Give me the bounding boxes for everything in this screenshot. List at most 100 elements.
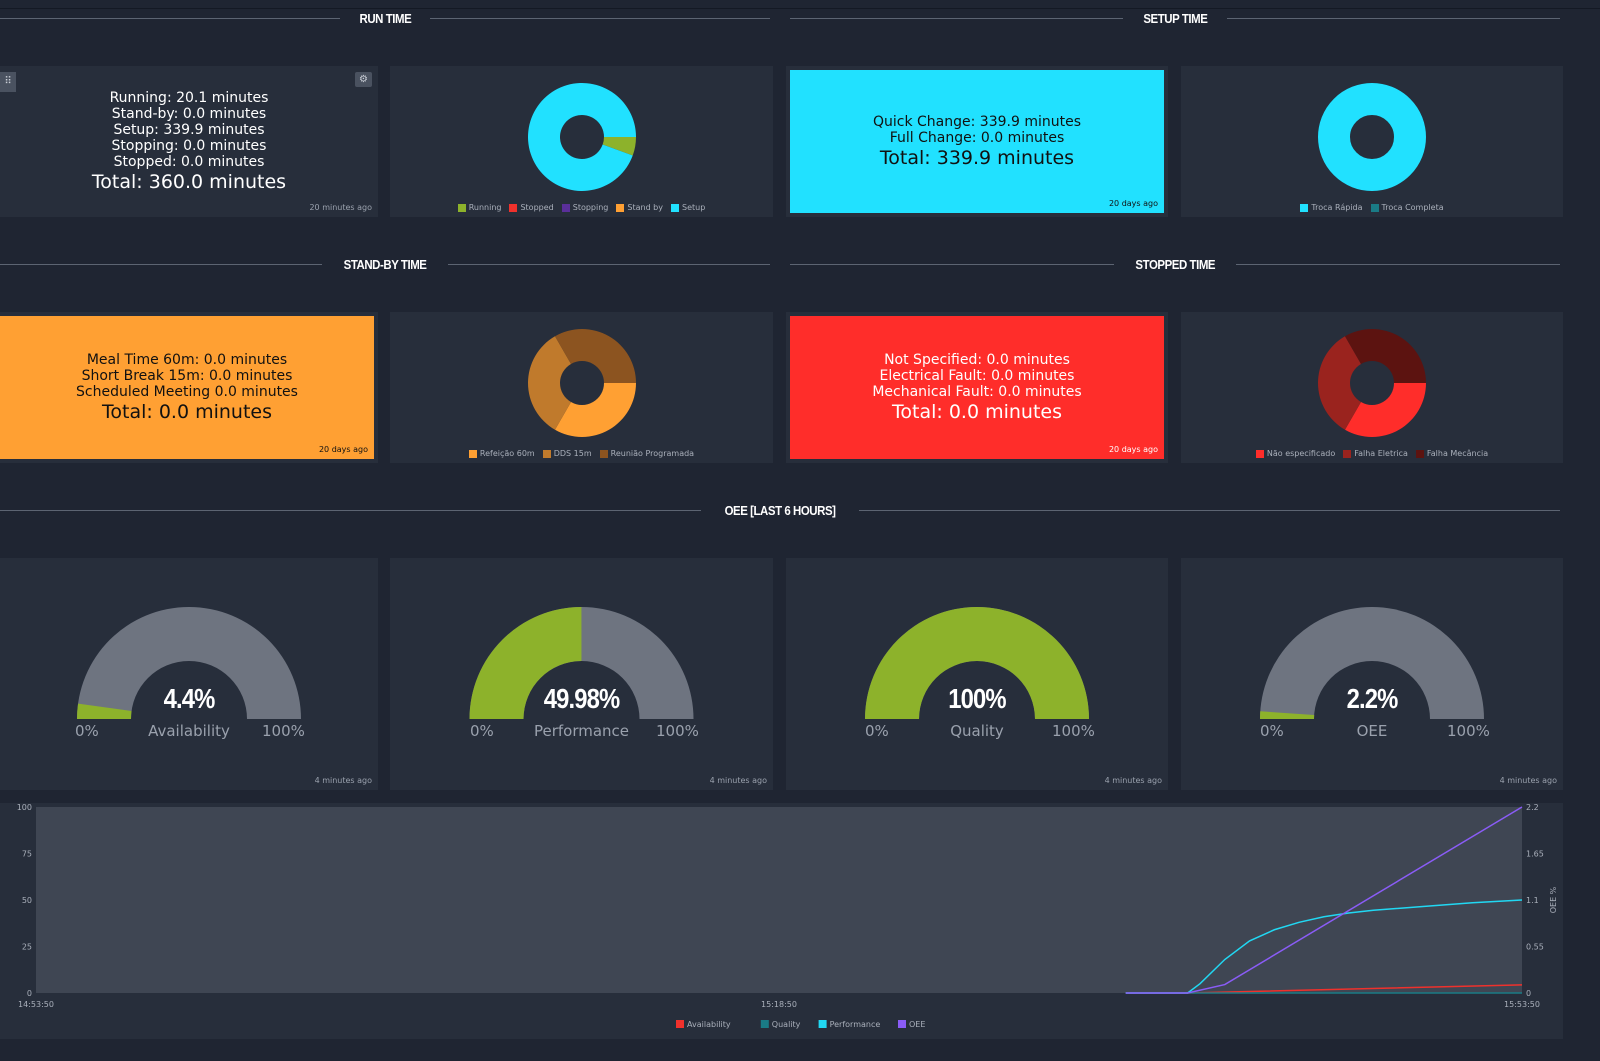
legend-item[interactable]: DDS 15m [542, 449, 592, 458]
stat-line: Full Change: 0.0 minutes [889, 129, 1065, 146]
legend-label: Stopped [520, 203, 554, 212]
section-line [1236, 263, 1560, 265]
gauge-fill [469, 607, 582, 719]
legend-item[interactable]: Setup [671, 203, 705, 212]
timestamp: 4 minutes ago [1499, 776, 1557, 785]
stat-line: Stopping: 0.0 minutes [111, 137, 267, 154]
stopped-donut-chart [1318, 329, 1426, 437]
legend-item[interactable]: Stand by [616, 203, 663, 212]
legend-label: Falha Eletrica [1354, 449, 1408, 458]
legend-item[interactable]: OEE [898, 1020, 925, 1029]
y-tick-left: 0 [27, 989, 32, 998]
legend-item[interactable]: Stopped [509, 203, 554, 212]
donut-slice-setup[interactable] [527, 83, 636, 191]
legend-label: Não especificado [1266, 449, 1336, 458]
run-stats-widget[interactable]: ⠿ ⚙ Running: 20.1 minutes Stand-by: 0.0 … [0, 66, 378, 217]
legend-item[interactable]: Reunião Programada [599, 449, 695, 458]
legend-item[interactable]: Quality [760, 1020, 801, 1029]
gauge-min: 0% [865, 722, 889, 740]
legend-item[interactable]: Performance [818, 1020, 881, 1029]
x-tick: 15:53:50 [1504, 1000, 1540, 1009]
section-title: RUN TIME [359, 10, 411, 26]
legend-swatch [599, 449, 608, 458]
gauge-value: 49.98% [543, 683, 620, 714]
y-tick-right: 1.65 [1526, 850, 1544, 859]
gauge-value: 2.2% [1346, 683, 1399, 714]
stat-line: Mechanical Fault: 0.0 minutes [872, 383, 1082, 400]
section-line [0, 17, 340, 19]
legend-item[interactable]: Falha Eletrica [1343, 449, 1408, 458]
oee-gauge-widget: 2.2% OEE 0% 100% 4 minutes ago [1181, 558, 1563, 790]
stopped-stats-widget[interactable]: Not Specified: 0.0 minutes Electrical Fa… [786, 312, 1168, 463]
gauge-arc [469, 607, 694, 719]
legend-label: Running [468, 203, 502, 212]
stat-line: Stand-by: 0.0 minutes [111, 105, 267, 122]
y-tick-left: 75 [22, 850, 32, 859]
standby-donut-widget: Refeição 60m DDS 15m Reunião Programada [390, 312, 773, 463]
donut-slice-n-o-especificado[interactable] [1345, 383, 1426, 437]
legend-item[interactable]: Refeição 60m [468, 449, 535, 458]
legend-item[interactable]: Não especificado [1255, 449, 1336, 458]
setup-stats-widget[interactable]: Quick Change: 339.9 minutes Full Change:… [786, 66, 1168, 217]
performance-gauge-widget: 49.98% Performance 0% 100% 4 minutes ago [390, 558, 773, 790]
legend-item[interactable]: Running [457, 203, 502, 212]
donut-slice-dds-15m[interactable] [527, 336, 571, 430]
legend-label: DDS 15m [553, 449, 592, 458]
availability-gauge-widget: 4.4% Availability 0% 100% 4 minutes ago [0, 558, 378, 790]
gauge-fill [865, 607, 1089, 719]
gauge-min: 0% [1260, 722, 1284, 740]
legend-swatch [676, 1020, 684, 1028]
chart-legend: Não especificado Falha Eletrica Falha Mecâ… [1181, 449, 1563, 458]
legend-item[interactable]: Troca Rápida [1300, 203, 1363, 212]
section-line [790, 263, 1114, 265]
legend-item[interactable]: Stopping [561, 203, 609, 212]
drag-handle-icon[interactable]: ⠿ [0, 72, 16, 92]
section-standby-time: STAND-BY TIME [0, 254, 771, 274]
gauge-arc [865, 607, 1089, 719]
legend-swatch [616, 203, 625, 212]
gauge-max: 100% [656, 722, 699, 740]
legend-item[interactable]: Falha Mecância [1415, 449, 1488, 458]
legend-item[interactable]: Availability [676, 1020, 731, 1029]
legend-swatch [1300, 203, 1309, 212]
stat-total: Total: 0.0 minutes [892, 400, 1062, 423]
legend-swatch [509, 203, 518, 212]
stat-line: Running: 20.1 minutes [109, 89, 269, 106]
chart-legend: Running Stopped Stopping Stand by Setup [390, 203, 773, 212]
donut-slice-troca-r-pida[interactable] [1318, 83, 1426, 191]
series-line-oee[interactable] [1125, 806, 1523, 994]
section-line [859, 509, 1561, 511]
gear-icon[interactable]: ⚙ [355, 72, 372, 87]
chart-legend: Troca Rápida Troca Completa [1181, 203, 1563, 212]
section-line [790, 17, 1123, 19]
y-tick-right: 0.55 [1526, 943, 1544, 952]
donut-slice-falha-mec-ncia[interactable] [1345, 329, 1426, 383]
stopped-donut-widget: Não especificado Falha Eletrica Falha Mecâ… [1181, 312, 1563, 463]
legend-label: Stopping [572, 203, 609, 212]
legend-swatch [818, 1020, 827, 1028]
section-line [448, 263, 771, 265]
plot-area [36, 807, 1522, 993]
donut-slice-running[interactable] [602, 137, 636, 156]
donut-slice-reuni-o-programada[interactable] [554, 329, 636, 383]
stat-line: Electrical Fault: 0.0 minutes [879, 367, 1075, 384]
series-line-performance[interactable] [1125, 899, 1523, 994]
standby-donut-chart [527, 329, 636, 437]
y-tick-right: 0 [1526, 989, 1531, 998]
y-tick-left: 50 [22, 896, 32, 905]
gauge-fill [1260, 711, 1315, 719]
legend-label: Performance [830, 1020, 881, 1029]
legend-item[interactable]: Troca Completa [1370, 203, 1444, 212]
legend-swatch [542, 449, 551, 458]
gauge-min: 0% [470, 722, 494, 740]
legend-swatch [468, 449, 477, 458]
donut-slice-refei-o-60m[interactable] [554, 383, 636, 437]
legend-swatch [1415, 449, 1424, 458]
gauge-min: 0% [75, 722, 99, 740]
standby-stats-widget[interactable]: Meal Time 60m: 0.0 minutes Short Break 1… [0, 312, 378, 463]
section-setup-time: SETUP TIME [790, 8, 1560, 28]
legend-swatch [898, 1020, 906, 1028]
donut-slice-falha-eletrica[interactable] [1318, 336, 1361, 430]
gauge-max: 100% [1447, 722, 1490, 740]
legend-label: Reunião Programada [610, 449, 695, 458]
